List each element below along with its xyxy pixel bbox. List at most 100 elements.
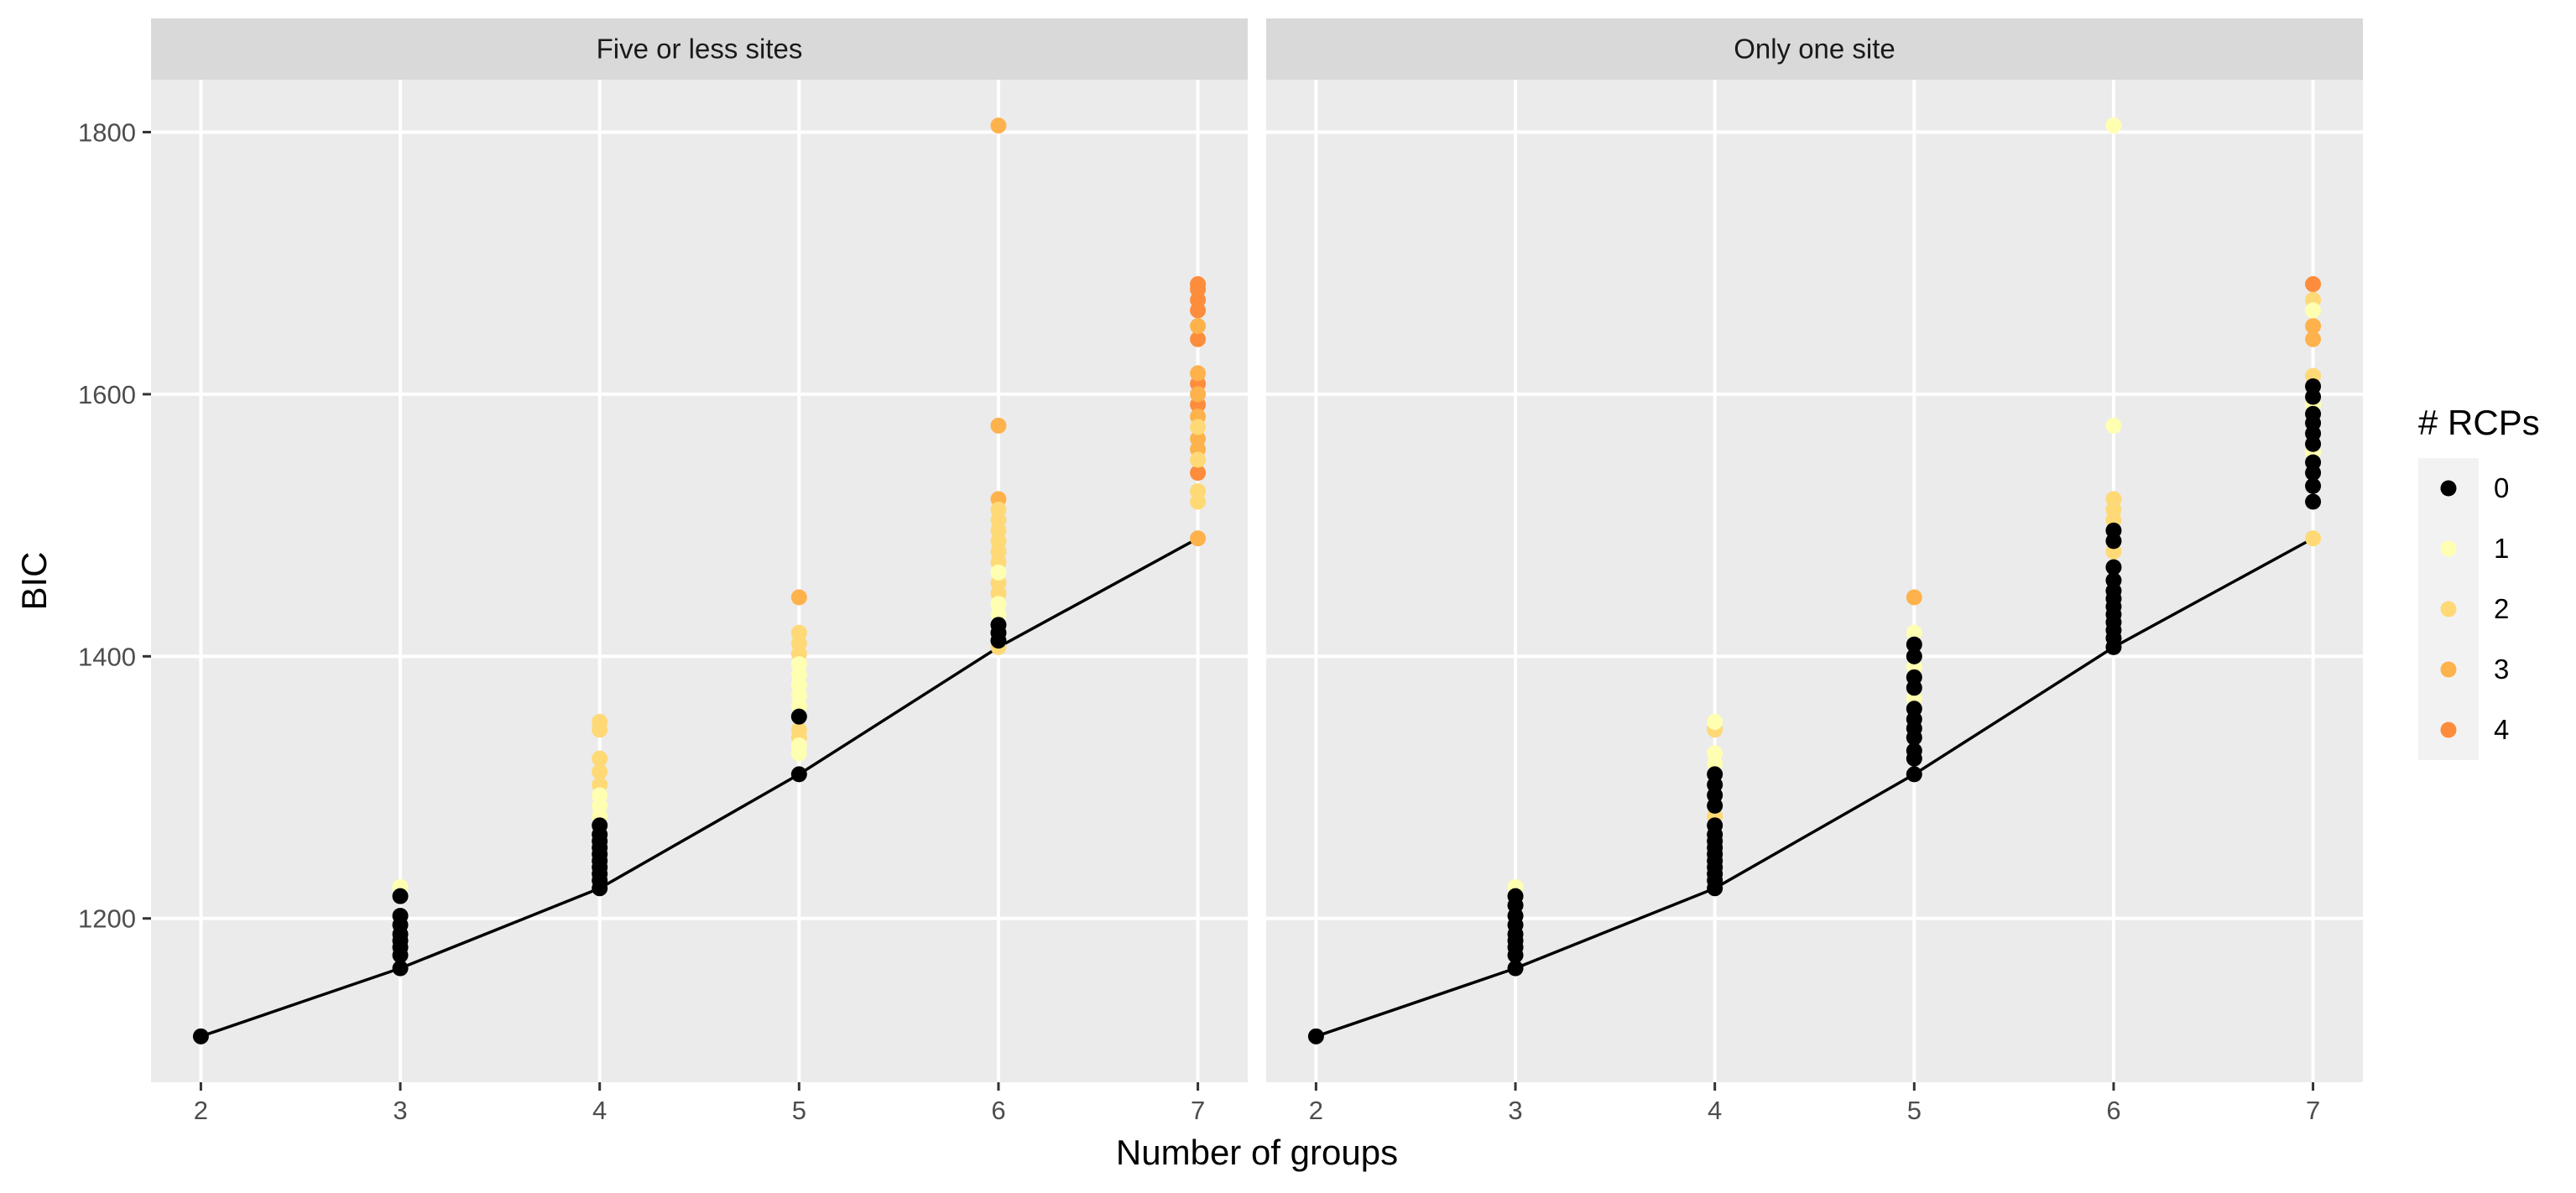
x-tick-label: 5 [792,1096,806,1125]
legend-swatch [2440,661,2457,678]
y-tick-label: 1200 [78,904,136,934]
data-point [592,713,608,730]
axes-layer: 2 3 4 5 6 7 2 3 4 5 6 7 1200 1400 1600 1800 Number of gr… [14,117,2320,1172]
data-point [1190,386,1207,403]
legend-label: 3 [2494,654,2509,685]
data-point [790,624,807,641]
legend-swatch [2440,540,2457,557]
data-point [1906,669,1922,685]
data-point [990,117,1007,134]
data-point [1707,817,1723,834]
data-point [1906,648,1922,664]
legend-swatch [2440,601,2457,617]
data-point [1707,766,1723,783]
data-point [2105,417,2122,434]
data-point [392,888,409,904]
data-point [1906,701,1922,717]
y-tick-label: 1400 [78,642,136,671]
x-tick-label: 6 [991,1096,1005,1125]
data-point [2105,559,2122,576]
data-point [990,617,1007,633]
data-point [2305,318,2322,335]
panel-1: Only one site [1266,18,2363,1082]
x-tick-label: 2 [194,1096,208,1125]
min-bic-line [1315,537,2314,1038]
data-point [1507,888,1524,904]
x-tick-label: 6 [2106,1096,2120,1125]
legend-title: # RCPs [2418,403,2540,442]
data-point [592,750,608,767]
data-point [2305,454,2322,471]
data-point [1190,318,1207,335]
legend-label: 0 [2494,472,2509,503]
data-point [1190,365,1207,382]
data-point [790,722,807,738]
data-point [790,766,807,783]
data-point [192,1028,209,1045]
data-point [1190,451,1207,468]
data-point [990,501,1007,518]
x-tick-label: 7 [2306,1096,2320,1125]
x-tick-label: 7 [1191,1096,1205,1125]
data-point [1906,766,1922,783]
data-point [1190,419,1207,435]
data-point [2105,491,2122,508]
data-point [1190,530,1207,547]
data-point [790,589,807,606]
x-tick-label: 3 [1508,1096,1522,1125]
data-point [2105,522,2122,539]
data-point [790,708,807,725]
data-point [1707,745,1723,762]
data-point [1307,1028,1324,1045]
x-tick-label: 3 [393,1096,407,1125]
panels-layer: Five or less sites Only one site [151,18,2363,1082]
data-point [592,763,608,780]
data-point [1190,430,1207,447]
data-point [1906,742,1922,759]
data-point [592,817,608,834]
data-point [790,656,807,673]
data-point [1707,713,1723,730]
data-point [1906,624,1922,641]
legend-label: 2 [2494,593,2509,624]
data-point [2305,477,2322,494]
x-axis-title: Number of groups [1116,1133,1398,1172]
data-point [1190,331,1207,347]
y-tick-label: 1600 [78,380,136,409]
facet-title: Only one site [1734,34,1895,65]
data-point [2305,378,2322,395]
data-point [990,417,1007,434]
legend: # RCPs 0 1 2 3 4 [2418,403,2540,760]
panel-background [1266,80,2363,1082]
y-tick-label: 1800 [78,117,136,147]
data-point [2105,117,2122,134]
panel-background [151,80,1248,1082]
legend-label: 1 [2494,533,2509,564]
data-point [790,737,807,754]
data-point [392,908,409,925]
legend-swatch [2440,722,2457,738]
x-tick-label: 4 [1708,1096,1722,1125]
x-tick-label: 2 [1309,1096,1323,1125]
legend-swatch [2440,480,2457,497]
data-point [592,787,608,804]
data-point [392,960,409,977]
legend-label: 4 [2494,714,2509,745]
data-point [2105,572,2122,589]
data-point [1190,276,1207,293]
data-point [2305,331,2322,347]
panel-0: Five or less sites [151,18,1248,1082]
data-point [2305,493,2322,510]
data-point [1906,636,1922,653]
data-point [1190,465,1207,482]
data-point [1906,589,1922,606]
data-point [990,564,1007,581]
min-bic-line [200,537,1199,1038]
facet-title: Five or less sites [597,34,803,65]
data-point [990,596,1007,612]
data-point [1190,482,1207,499]
y-axis-title: BIC [14,551,54,610]
x-tick-label: 4 [592,1096,607,1125]
